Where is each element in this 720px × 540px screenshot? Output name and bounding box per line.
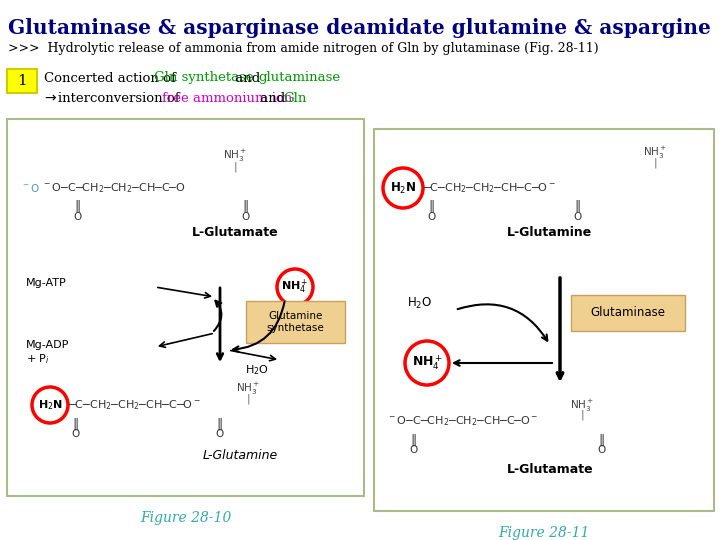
- Text: ‖: ‖: [75, 200, 81, 213]
- Text: |: |: [580, 410, 584, 421]
- Text: →: →: [44, 91, 55, 105]
- Text: O: O: [71, 429, 79, 439]
- Text: $^-$O─C─CH$_2$─CH$_2$─CH─C─O$^-$: $^-$O─C─CH$_2$─CH$_2$─CH─C─O$^-$: [387, 414, 539, 428]
- Text: H$_2$O: H$_2$O: [407, 295, 432, 310]
- Text: L-Glutamine: L-Glutamine: [508, 226, 593, 239]
- Text: Glutaminase & asparginase deamidate glutamine & aspargine: Glutaminase & asparginase deamidate glut…: [8, 18, 711, 38]
- Text: Concerted action of: Concerted action of: [44, 71, 180, 84]
- Text: H$_2$N: H$_2$N: [37, 398, 63, 412]
- Text: L-Glutamate: L-Glutamate: [507, 463, 593, 476]
- Text: NH$_4^+$: NH$_4^+$: [412, 354, 442, 373]
- Text: glutaminase: glutaminase: [258, 71, 341, 84]
- Text: Mg-ADP: Mg-ADP: [26, 340, 69, 350]
- Text: |: |: [233, 162, 237, 172]
- FancyBboxPatch shape: [7, 119, 364, 496]
- Text: |: |: [653, 158, 657, 168]
- FancyBboxPatch shape: [571, 295, 685, 331]
- Text: Glutamine
synthetase: Glutamine synthetase: [266, 311, 325, 333]
- Text: $^-$O: $^-$O: [21, 182, 40, 194]
- Text: ‖: ‖: [575, 200, 581, 213]
- Text: Glutaminase: Glutaminase: [590, 307, 665, 320]
- Text: O: O: [574, 212, 582, 222]
- Text: and: and: [256, 91, 289, 105]
- Text: O: O: [216, 429, 224, 439]
- Text: ─C─CH$_2$─CH$_2$─CH─C─O$^-$: ─C─CH$_2$─CH$_2$─CH─C─O$^-$: [68, 398, 201, 412]
- Text: Figure 28-10: Figure 28-10: [140, 511, 231, 525]
- Text: ‖: ‖: [72, 417, 78, 430]
- Text: O: O: [427, 212, 435, 222]
- Text: H$_2$O: H$_2$O: [245, 363, 269, 377]
- Text: |: |: [246, 393, 250, 403]
- Text: $^-$O─C─CH$_2$─CH$_2$─CH─C─O: $^-$O─C─CH$_2$─CH$_2$─CH─C─O: [42, 181, 186, 195]
- Text: NH$_3^+$: NH$_3^+$: [570, 398, 594, 414]
- Text: NH$_4^+$: NH$_4^+$: [282, 278, 309, 296]
- Text: NH$_3^+$: NH$_3^+$: [643, 145, 667, 161]
- Text: L-Glutamate: L-Glutamate: [192, 226, 279, 239]
- Text: 1: 1: [17, 74, 27, 88]
- Text: ‖: ‖: [598, 433, 604, 446]
- FancyBboxPatch shape: [374, 129, 714, 511]
- Text: Gln: Gln: [284, 91, 307, 105]
- Text: O: O: [597, 445, 605, 455]
- Text: NH$_3^+$: NH$_3^+$: [236, 381, 260, 397]
- Text: Figure 28-11: Figure 28-11: [498, 526, 590, 540]
- Text: >>>  Hydrolytic release of ammonia from amide nitrogen of Gln by glutaminase (Fi: >>> Hydrolytic release of ammonia from a…: [8, 42, 598, 55]
- Text: Mg-ATP: Mg-ATP: [26, 278, 67, 288]
- Text: NH$_3^+$: NH$_3^+$: [223, 148, 247, 164]
- FancyBboxPatch shape: [246, 301, 345, 343]
- Text: free ammonium ion: free ammonium ion: [163, 91, 293, 105]
- Text: L-Glutamine: L-Glutamine: [202, 449, 278, 462]
- Text: and: and: [231, 71, 264, 84]
- Text: ─C─CH$_2$─CH$_2$─CH─C─O$^-$: ─C─CH$_2$─CH$_2$─CH─C─O$^-$: [423, 181, 556, 195]
- Text: + P$_i$: + P$_i$: [26, 352, 50, 366]
- Text: ‖: ‖: [242, 200, 248, 213]
- Text: ‖: ‖: [217, 417, 223, 430]
- Text: ‖: ‖: [428, 200, 434, 213]
- Text: interconversion of: interconversion of: [58, 91, 184, 105]
- Text: Gln synthetase: Gln synthetase: [154, 71, 253, 84]
- Text: O: O: [409, 445, 417, 455]
- Text: O: O: [241, 212, 249, 222]
- Text: O: O: [74, 212, 82, 222]
- Text: ‖: ‖: [410, 433, 416, 446]
- Text: H$_2$N: H$_2$N: [390, 180, 416, 195]
- FancyBboxPatch shape: [7, 69, 37, 93]
